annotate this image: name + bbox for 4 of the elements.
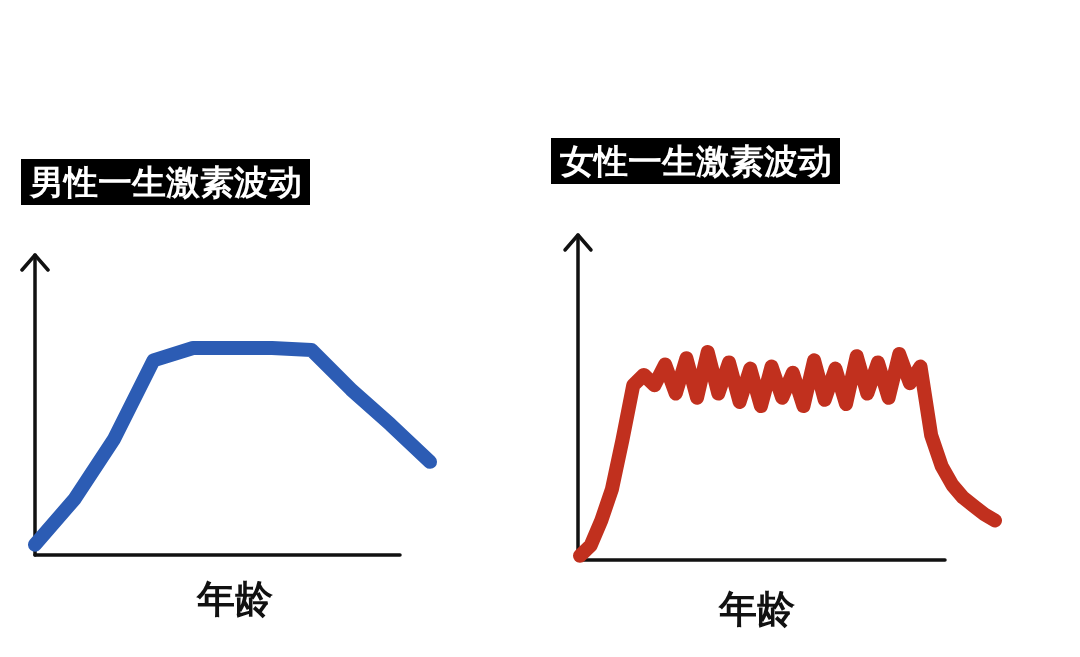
chart-title: 女性一生激素波动 [559, 141, 832, 181]
x-axis-title: 年龄 [196, 577, 273, 621]
chart-title: 男性一生激素波动 [29, 162, 302, 202]
x-axis-title: 年龄 [718, 587, 795, 631]
